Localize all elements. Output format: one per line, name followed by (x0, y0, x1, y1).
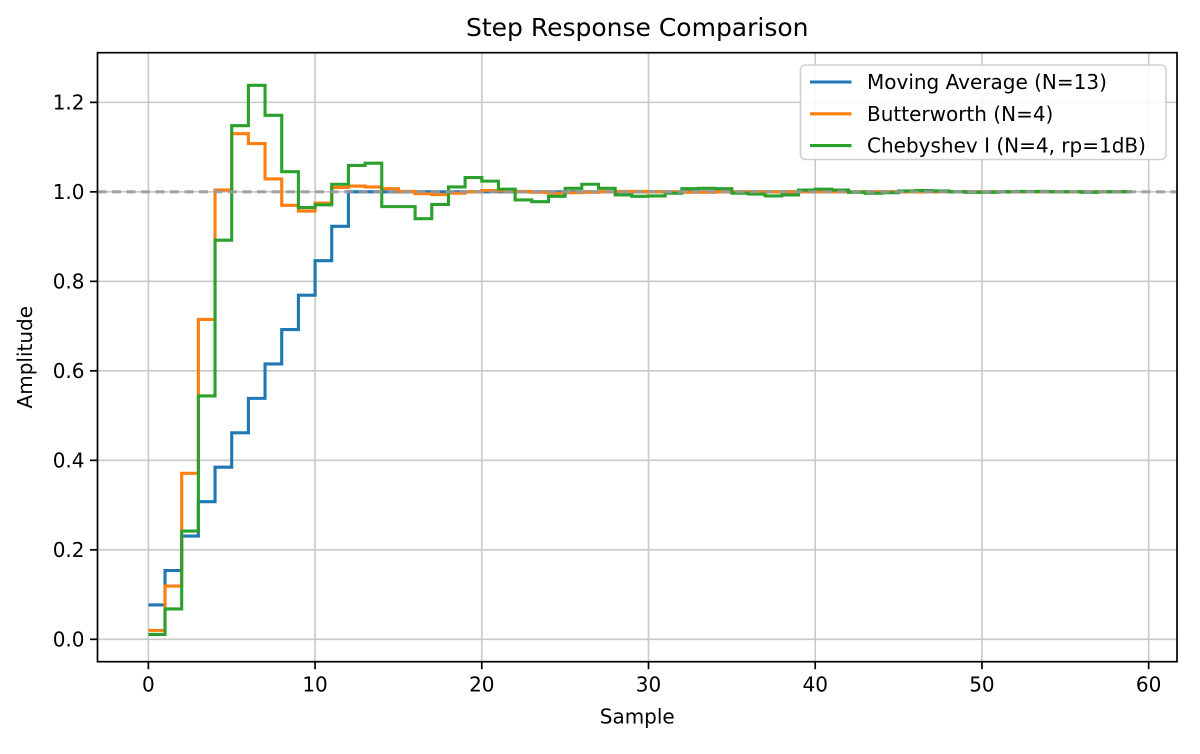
x-axis-label: Sample (600, 705, 675, 729)
y-tick-label: 0.2 (53, 538, 85, 562)
x-tick-label: 30 (636, 673, 661, 697)
x-tick-label: 40 (802, 673, 827, 697)
y-tick-label: 0.8 (53, 269, 85, 293)
y-tick-label: 1.0 (53, 180, 85, 204)
y-axis-label: Amplitude (13, 306, 37, 409)
y-tick-label: 0.0 (53, 627, 85, 651)
legend-entry-label: Chebyshev I (N=4, rp=1dB) (867, 134, 1146, 158)
legend-entry-label: Butterworth (N=4) (867, 102, 1053, 126)
x-tick-label: 10 (302, 673, 327, 697)
y-tick-label: 0.4 (53, 448, 85, 472)
series-chebyshev (148, 83, 1132, 636)
y-tick-label: 0.6 (53, 359, 85, 383)
y-tick-label: 1.2 (53, 90, 85, 114)
plot-area-border (96, 51, 1178, 663)
x-tick-label: 20 (469, 673, 494, 697)
x-tick-label: 0 (142, 673, 155, 697)
chart-title: Step Response Comparison (466, 13, 809, 42)
x-tick-label: 60 (1136, 673, 1161, 697)
legend-box (799, 64, 1167, 161)
legend-entry-label: Moving Average (N=13) (867, 70, 1107, 94)
x-tick-label: 50 (969, 673, 994, 697)
